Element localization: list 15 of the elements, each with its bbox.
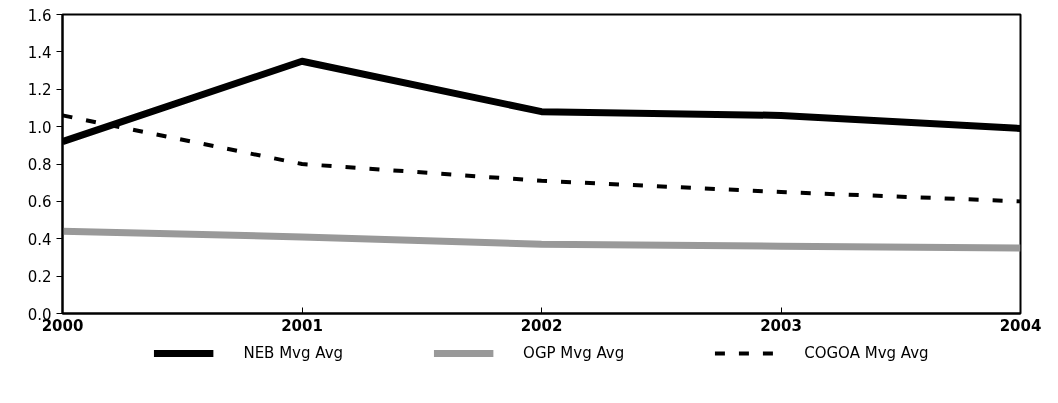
y-tick-label: 1.6 [27, 6, 52, 25]
y-tick-label: 0.8 [27, 156, 52, 174]
y-tick-label: 0.4 [27, 230, 52, 249]
x-tick-label: 2001 [281, 316, 323, 335]
legend-label: OGP Mvg Avg [523, 344, 625, 362]
x-tick-label: 2004 [999, 316, 1042, 335]
legend-label: COGOA Mvg Avg [804, 344, 929, 362]
y-tick-label: 1.0 [27, 118, 52, 137]
x-tick-label: 2003 [760, 316, 802, 335]
y-tick-label: 1.2 [27, 81, 52, 100]
y-tick-label: 1.4 [27, 43, 52, 62]
y-tick-label: 0.2 [27, 268, 52, 287]
y-tick-label: 0.6 [27, 193, 52, 212]
x-tick-label: 2002 [520, 316, 563, 335]
legend-label: NEB Mvg Avg [243, 344, 344, 362]
